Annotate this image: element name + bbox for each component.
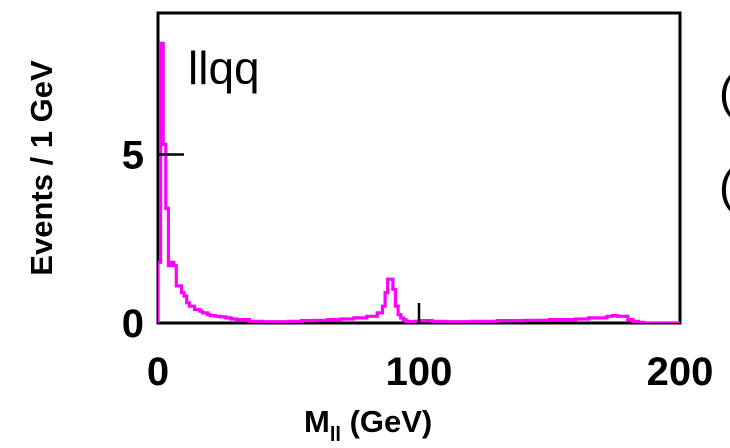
x-axis-title: Mll (GeV) xyxy=(304,404,432,446)
series-group xyxy=(158,41,680,323)
x-axis-title-subscript: ll xyxy=(330,424,341,446)
panel-label: llqq xyxy=(188,42,260,94)
x-axis-title-main: M xyxy=(304,404,330,439)
x-tick-label-100: 100 xyxy=(386,350,453,394)
y-tick-label-0: 0 xyxy=(122,302,144,346)
y-axis-title: Events / 1 GeV xyxy=(24,60,59,276)
x-axis-title-unit: (GeV) xyxy=(341,404,432,439)
clipped-text-fragment-2: ( xyxy=(719,160,730,212)
y-tick-label-5: 5 xyxy=(122,134,144,178)
x-tick-label-200: 200 xyxy=(647,350,714,394)
x-tick-label-0: 0 xyxy=(147,350,169,394)
series-line xyxy=(158,41,680,323)
clipped-text-fragment-1: ( xyxy=(719,66,730,118)
